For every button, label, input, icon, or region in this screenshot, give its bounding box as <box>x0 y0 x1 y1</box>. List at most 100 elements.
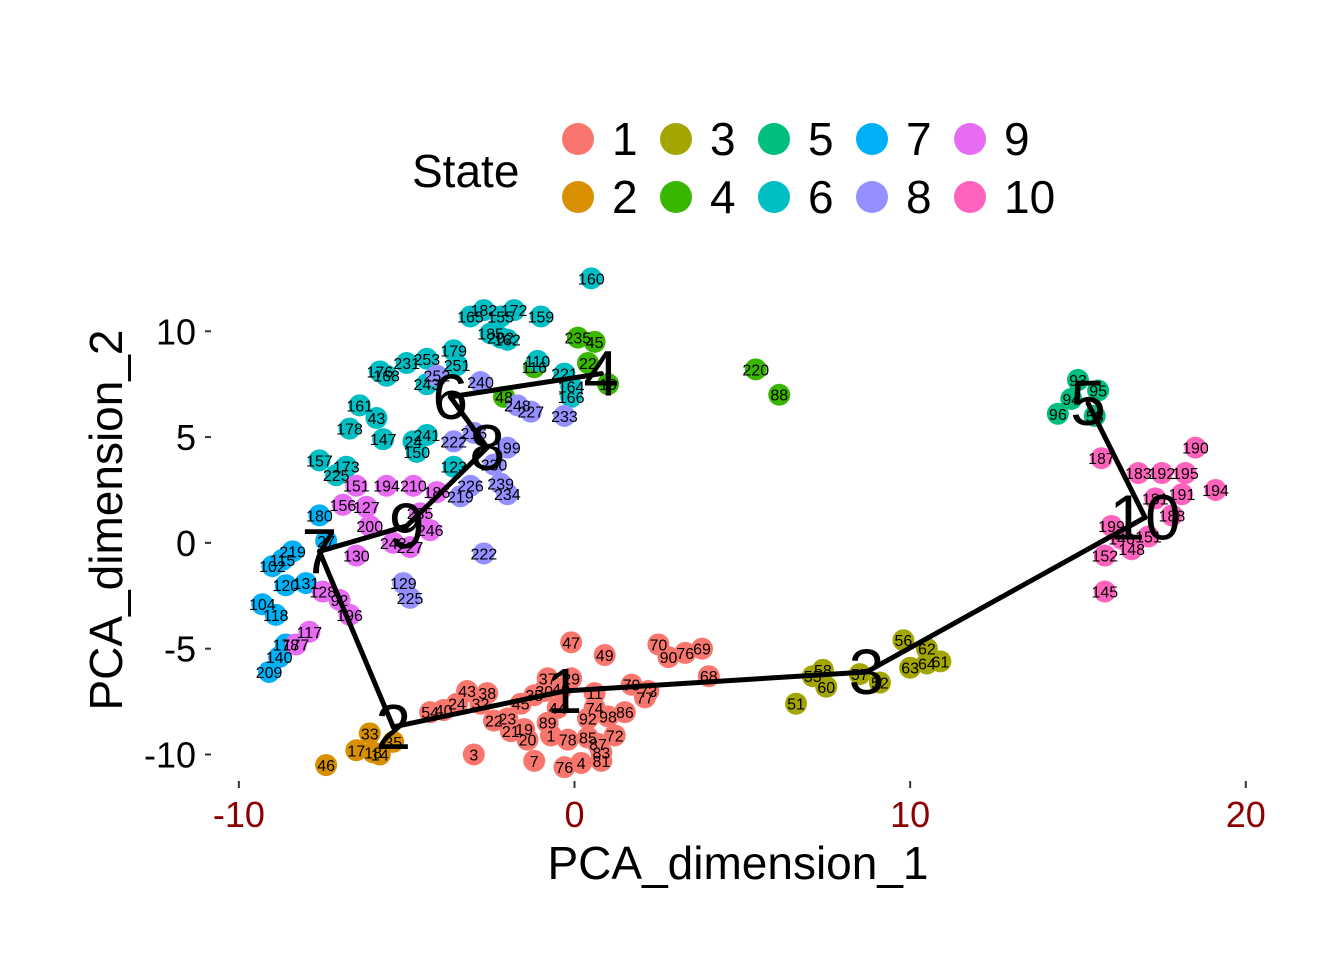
point-label: 219 <box>279 544 306 561</box>
point-label: 222 <box>440 434 467 451</box>
data-point <box>402 474 425 497</box>
point-label: 166 <box>558 390 585 407</box>
data-point <box>899 656 922 679</box>
state-center-label: 10 <box>1110 481 1181 553</box>
point-label: 252 <box>424 369 451 386</box>
point-label: 155 <box>487 309 514 326</box>
point-label: 202 <box>487 331 514 348</box>
point-label: 85 <box>579 731 597 748</box>
point-label: 22 <box>579 356 597 373</box>
data-point <box>472 542 495 565</box>
point-label: 230 <box>481 458 508 475</box>
point-label: 151 <box>343 479 370 496</box>
data-point <box>325 464 348 487</box>
point-label: 151 <box>1135 530 1162 547</box>
point-label: 150 <box>403 445 430 462</box>
point-label: 38 <box>478 686 496 703</box>
data-point <box>375 474 398 497</box>
legend-label: 8 <box>906 171 932 223</box>
x-tick-label: 20 <box>1226 794 1266 835</box>
point-label: 131 <box>293 576 320 593</box>
data-point <box>674 641 697 664</box>
legend-entries: 1 2 3 4 5 6 7 8 9 10 <box>562 113 1055 223</box>
trajectory-edge <box>404 445 490 529</box>
data-point <box>583 330 606 353</box>
data-point <box>345 544 368 567</box>
point-label: 47 <box>562 635 580 652</box>
point-label: 51 <box>787 697 805 714</box>
y-tick-label: 0 <box>176 523 196 564</box>
point-label: 49 <box>596 648 614 665</box>
point-label: 87 <box>589 737 607 754</box>
data-point <box>1066 368 1089 391</box>
point-label: 86 <box>616 705 634 722</box>
data-point <box>358 722 381 745</box>
legend-swatch <box>660 181 692 213</box>
point-label: 145 <box>1091 585 1118 602</box>
point-label: 161 <box>346 398 373 415</box>
state-center-label: 8 <box>469 412 505 484</box>
data-point <box>496 436 519 459</box>
point-label: 64 <box>918 656 936 673</box>
data-point <box>358 514 381 537</box>
data-point <box>399 586 422 609</box>
legend-label: 4 <box>710 171 736 223</box>
data-point <box>566 326 589 349</box>
point-label: 219 <box>447 489 474 506</box>
point-label: 176 <box>366 364 393 381</box>
point-label: 172 <box>501 303 528 320</box>
y-tick-label: 10 <box>156 311 196 352</box>
legend-label: 5 <box>808 113 834 165</box>
point-label: 253 <box>413 352 440 369</box>
data-point <box>516 728 539 751</box>
data-point <box>1184 436 1207 459</box>
data-point <box>1127 462 1150 485</box>
legend-swatch <box>562 181 594 213</box>
point-label: 194 <box>1202 483 1229 500</box>
data-point <box>1137 525 1160 548</box>
data-point <box>489 326 512 349</box>
legend-label: 1 <box>612 113 638 165</box>
point-label: 129 <box>390 576 417 593</box>
point-label: 96 <box>1049 407 1067 424</box>
legend-swatch <box>758 123 790 155</box>
legend-label: 2 <box>612 171 638 223</box>
data-point <box>308 504 331 527</box>
data-point <box>405 440 428 463</box>
data-point <box>613 701 636 724</box>
data-point <box>576 351 599 374</box>
state-center-label: 7 <box>302 515 338 587</box>
data-point <box>868 671 891 694</box>
point-label: 235 <box>565 331 592 348</box>
point-label: 227 <box>518 405 545 422</box>
data-point <box>482 453 505 476</box>
point-label: 190 <box>1182 441 1209 458</box>
point-label: 222 <box>471 546 498 563</box>
point-label: 199 <box>494 441 521 458</box>
point-label: 21 <box>502 724 520 741</box>
data-point <box>768 383 791 406</box>
point-label: 241 <box>413 428 440 445</box>
data-point <box>462 743 485 766</box>
y-tick-label: 5 <box>176 417 196 458</box>
state-center-label: 1 <box>547 655 583 727</box>
legend-swatch <box>856 181 888 213</box>
data-point <box>419 519 442 542</box>
point-label: 179 <box>440 343 467 360</box>
point-label: 233 <box>551 409 578 426</box>
point-label: 88 <box>770 388 788 405</box>
legend-swatch <box>758 181 790 213</box>
data-point <box>1087 379 1110 402</box>
data-point <box>365 407 388 430</box>
y-axis-title: PCA_dimension_2 <box>80 329 132 710</box>
state-center-label: 3 <box>849 636 885 708</box>
point-label: 234 <box>494 487 521 504</box>
point-label: 77 <box>636 690 654 707</box>
data-point <box>590 749 613 772</box>
data-point <box>1090 447 1113 470</box>
point-label: 102 <box>259 559 286 576</box>
data-point <box>553 756 576 779</box>
legend-swatch <box>660 123 692 155</box>
data-point <box>284 633 307 656</box>
data-point <box>348 394 371 417</box>
